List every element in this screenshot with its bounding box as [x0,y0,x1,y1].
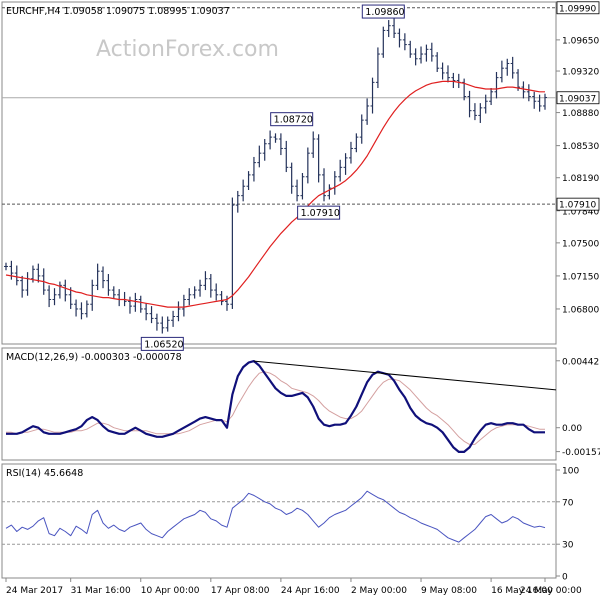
rsi-y-tick-label: 30 [562,541,574,551]
price-header: EURCHF,H4 1.09058 1.09075 1.08995 1.0903… [6,6,230,17]
x-tick-label: 24 Mar 2017 [6,586,63,596]
macd-y-tick-label: 0.00 [562,424,582,434]
rsi-header: RSI(14) 45.6648 [6,468,83,479]
price-annotation: 1.06520 [144,339,183,350]
price-annotation-box [140,336,184,351]
price-annotation-box [270,112,314,127]
price-annotation: 1.07910 [301,208,340,219]
rsi-y-tick-label: 0 [562,573,568,583]
moving-average-line [5,80,545,308]
x-axis: 24 Mar 2017 31 Mar 16:00 10 Apr 00:00 17 Ap… [5,578,582,596]
watermark: ActionForex.com [96,37,279,62]
macd-line [6,360,545,453]
macd-y-tick-label: -0.001578 [562,448,600,458]
price-annotation-box [297,205,341,220]
level-label: 1.09990 [559,4,596,14]
macd-trendline [253,360,557,391]
macd-header: MACD(12,26,9) -0.000303 -0.000078 [6,352,182,363]
level-label: 1.07910 [559,201,596,211]
x-tick-label: 31 Mar 16:00 [71,586,131,596]
macd-signal-line [6,371,545,445]
x-tick-label: 24 Apr 16:00 [281,586,340,596]
price-annotation: 1.09860 [365,7,404,18]
macd-panel-frame [1,347,557,461]
rsi-panel: 100 70 30 0 [2,467,579,583]
x-tick-label: 24 May 00:00 [520,586,582,596]
rsi-line [5,490,546,543]
level-label-box [556,197,600,211]
macd-panel: 0.00442 0.00 -0.001578 [6,357,600,458]
current-price-label: 1.09037 [559,94,596,104]
price-panel-frame [1,1,557,345]
rsi-panel-frame [1,463,557,579]
x-tick-label: 9 May 08:00 [421,586,477,596]
x-tick-label: 17 Apr 08:00 [211,586,270,596]
price-y-tick-label: 1.08880 [562,109,599,119]
macd-y-tick-label: 0.00442 [562,357,599,367]
level-label-box [556,1,600,15]
price-y-tick-label: 1.07840 [562,207,599,217]
x-tick-label: 16 May 16:00 [491,586,553,596]
price-y-tick-label: 1.06800 [562,305,599,315]
price-annotation-box [361,4,405,19]
price-panel: 1.09990 1.09650 1.09320 1.08880 1.08530 1.081… [2,1,600,351]
current-price-box [556,91,600,105]
price-y-tick-label: 1.09650 [562,36,599,46]
price-y-tick-label: 1.09320 [562,68,599,78]
price-y-tick-label: 1.08530 [562,142,599,152]
rsi-y-tick-label: 100 [562,467,579,477]
x-tick-label: 2 May 00:00 [351,586,407,596]
price-annotation: 1.08720 [274,115,313,126]
rsi-y-tick-label: 70 [562,498,574,508]
price-y-tick-label: 1.07500 [562,239,599,249]
price-y-tick-label: 1.07150 [562,272,599,282]
price-y-tick-label: 1.08190 [562,174,599,184]
x-tick-label: 10 Apr 00:00 [141,586,200,596]
